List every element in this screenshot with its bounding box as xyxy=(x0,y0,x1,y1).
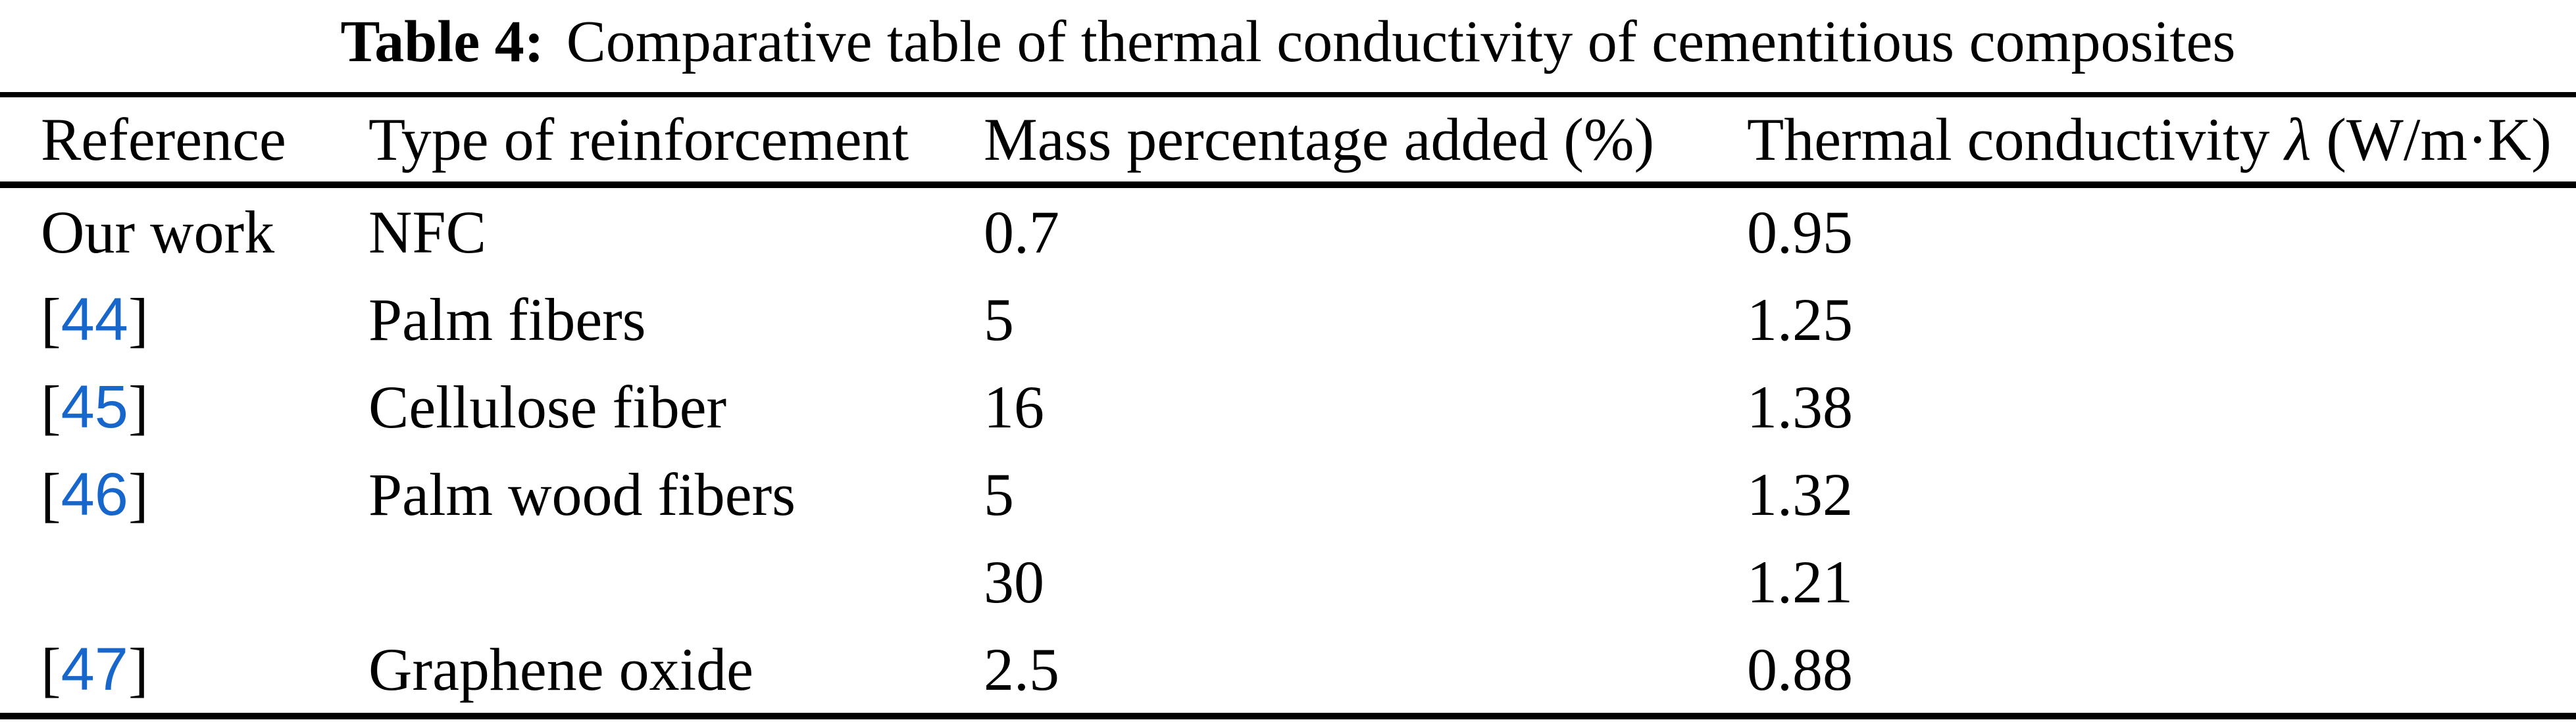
mass-percentage-cell: 30 xyxy=(984,548,1044,615)
col-header-thermal-units: (W/m·K) xyxy=(2311,106,2552,173)
citation-bracket-open: [ xyxy=(41,635,61,703)
mass-percentage-cell: 0.7 xyxy=(984,198,1059,266)
lambda-symbol: λ xyxy=(2285,106,2311,173)
table-row: [45] Cellulose fiber 16 1.38 xyxy=(0,363,2576,450)
table-row: [47] Graphene oxide 2.5 0.88 xyxy=(0,625,2576,716)
reference-cell xyxy=(0,538,368,625)
reference-label: Our work xyxy=(41,198,275,266)
reference-cell: [46] xyxy=(0,450,368,538)
thermal-conductivity-cell: 0.95 xyxy=(1747,198,1853,266)
reference-cell: [47] xyxy=(0,625,368,716)
col-header-thermal-text: Thermal conductivity xyxy=(1747,106,2285,173)
citation-link-46[interactable]: 46 xyxy=(61,460,128,528)
type-cell: Palm fibers xyxy=(368,285,646,353)
table-row: [44] Palm fibers 5 1.25 xyxy=(0,276,2576,363)
table-caption: Table 4: Comparative table of thermal con… xyxy=(0,0,2576,92)
type-cell: Graphene oxide xyxy=(368,635,753,703)
table-row: Our work NFC 0.7 0.95 xyxy=(0,185,2576,276)
citation-link-47[interactable]: 47 xyxy=(61,635,128,703)
col-header-mass-text: Mass percentage added (%) xyxy=(984,106,1655,173)
table-caption-label: Table 4: xyxy=(340,9,544,74)
table-header-row: Reference Type of reinforcement Mass per… xyxy=(0,95,2576,185)
reference-cell: [44] xyxy=(0,276,368,363)
reference-cell: Our work xyxy=(0,185,368,276)
thermal-conductivity-cell: 1.32 xyxy=(1747,460,1853,528)
mass-percentage-cell: 2.5 xyxy=(984,635,1059,703)
type-cell xyxy=(368,538,984,625)
thermal-conductivity-cell: 0.88 xyxy=(1747,635,1853,703)
citation-bracket-open: [ xyxy=(41,373,61,441)
table-caption-text: Comparative table of thermal conductivit… xyxy=(566,9,2236,74)
citation-bracket-open: [ xyxy=(41,460,61,528)
mass-percentage-cell: 5 xyxy=(984,460,1014,528)
citation-bracket-open: [ xyxy=(41,285,61,353)
mass-percentage-cell: 5 xyxy=(984,285,1014,353)
reference-cell: [45] xyxy=(0,363,368,450)
table-row: 30 1.21 xyxy=(0,538,2576,625)
citation-bracket-close: ] xyxy=(128,460,149,528)
col-header-reference-text: Reference xyxy=(41,106,286,173)
thermal-conductivity-cell: 1.21 xyxy=(1747,548,1853,615)
citation-link-45[interactable]: 45 xyxy=(61,373,128,441)
citation-link-44[interactable]: 44 xyxy=(61,285,128,353)
col-header-type-of-reinforcement: Type of reinforcement xyxy=(368,95,984,185)
type-cell: NFC xyxy=(368,198,486,266)
col-header-mass-percentage: Mass percentage added (%) xyxy=(984,95,1747,185)
col-header-reference: Reference xyxy=(0,95,368,185)
citation-bracket-close: ] xyxy=(128,373,149,441)
thermal-conductivity-cell: 1.38 xyxy=(1747,373,1853,441)
col-header-thermal-conductivity: Thermal conductivity λ (W/m·K) xyxy=(1747,95,2576,185)
type-cell: Cellulose fiber xyxy=(368,373,727,441)
citation-bracket-close: ] xyxy=(128,635,149,703)
thermal-conductivity-cell: 1.25 xyxy=(1747,285,1853,353)
table-row: [46] Palm wood fibers 5 1.32 xyxy=(0,450,2576,538)
thermal-conductivity-table: Reference Type of reinforcement Mass per… xyxy=(0,92,2576,719)
citation-bracket-close: ] xyxy=(128,285,149,353)
type-cell: Palm wood fibers xyxy=(368,460,796,528)
mass-percentage-cell: 16 xyxy=(984,373,1044,441)
col-header-type-text: Type of reinforcement xyxy=(368,106,909,173)
